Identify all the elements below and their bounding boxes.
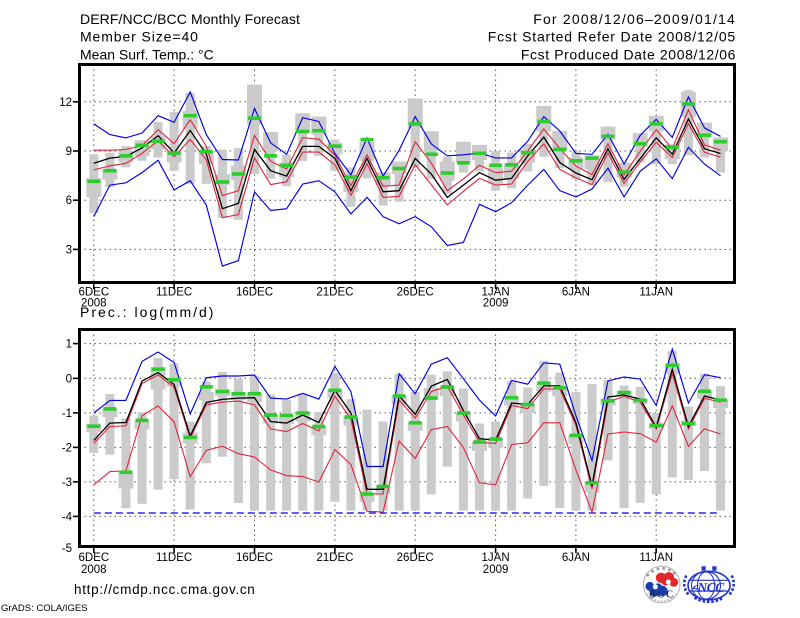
svg-text:2009: 2009 <box>483 564 509 576</box>
svg-text:Prec.: log(mm/d): Prec.: log(mm/d) <box>80 304 215 320</box>
svg-text:-1: -1 <box>62 408 72 420</box>
svg-text:GrADS: COLA/IGES: GrADS: COLA/IGES <box>1 603 88 614</box>
svg-text:6JAN: 6JAN <box>562 552 590 564</box>
svg-text:16DEC: 16DEC <box>236 552 273 564</box>
svg-text:26DEC: 26DEC <box>397 287 434 299</box>
svg-text:2008: 2008 <box>81 298 107 310</box>
svg-text:http://cmdp.ncc.cma.gov.cn: http://cmdp.ncc.cma.gov.cn <box>74 582 256 597</box>
svg-text:1JAN: 1JAN <box>482 552 510 564</box>
svg-text:6DEC: 6DEC <box>78 552 109 564</box>
svg-text:6JAN: 6JAN <box>562 287 590 299</box>
svg-text:Fcst Produced Date 2008/12/06: Fcst Produced Date 2008/12/06 <box>521 47 736 63</box>
svg-text:Member Size=40: Member Size=40 <box>80 29 199 45</box>
svg-text:-4: -4 <box>62 511 73 523</box>
svg-text:2008: 2008 <box>81 564 107 576</box>
svg-text:21DEC: 21DEC <box>316 287 353 299</box>
svg-text:2009: 2009 <box>483 298 509 310</box>
svg-text:Mean Surf. Temp.: °C: Mean Surf. Temp.: °C <box>80 47 214 63</box>
svg-text:0: 0 <box>66 373 72 385</box>
svg-text:11DEC: 11DEC <box>156 552 192 564</box>
svg-text:11JAN: 11JAN <box>639 287 673 299</box>
svg-text:6: 6 <box>66 195 72 207</box>
svg-text:26DEC: 26DEC <box>397 552 434 564</box>
svg-text:-5: -5 <box>62 543 72 555</box>
svg-text:6DEC: 6DEC <box>78 287 109 299</box>
svg-text:-3: -3 <box>62 477 72 489</box>
svg-text:16DEC: 16DEC <box>236 287 273 299</box>
svg-text:12: 12 <box>59 97 72 109</box>
svg-text:1JAN: 1JAN <box>482 287 510 299</box>
svg-text:3: 3 <box>66 244 72 256</box>
svg-text:9: 9 <box>66 146 72 158</box>
svg-text:NCC: NCC <box>697 580 726 595</box>
svg-text:11JAN: 11JAN <box>639 552 673 564</box>
svg-text:11DEC: 11DEC <box>156 287 192 299</box>
svg-text:BCC: BCC <box>649 590 675 601</box>
svg-text:21DEC: 21DEC <box>316 552 353 564</box>
svg-text:DERF/NCC/BCC Monthly Forecast: DERF/NCC/BCC Monthly Forecast <box>80 11 300 27</box>
svg-text:1: 1 <box>66 339 72 351</box>
svg-text:Fcst Started Refer Date 2008/1: Fcst Started Refer Date 2008/12/05 <box>488 29 736 45</box>
svg-text:For 2008/12/06–2009/01/14: For 2008/12/06–2009/01/14 <box>533 11 736 27</box>
svg-text:-2: -2 <box>62 442 72 454</box>
